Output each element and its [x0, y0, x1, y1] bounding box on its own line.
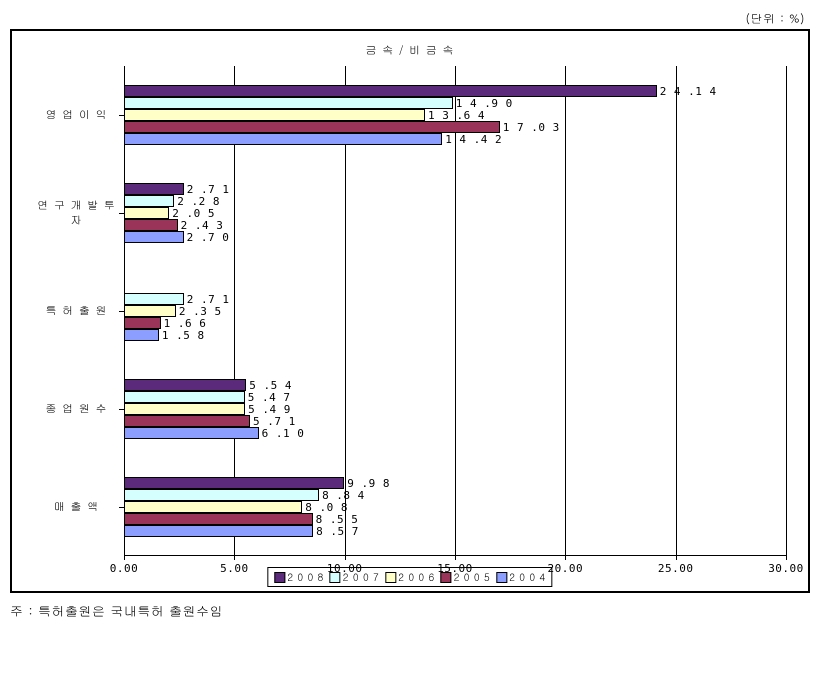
bar: 2 .0 5: [124, 207, 169, 219]
bar: 8 .0 8: [124, 501, 302, 513]
bar: 5 .5 4: [124, 379, 246, 391]
legend-item: 2 0 0 5: [441, 570, 490, 584]
bar: 8 .5 5: [124, 513, 313, 525]
bar: 9 .9 8: [124, 477, 344, 489]
legend-swatch: [441, 572, 452, 583]
footnote: 주 : 특허출원은 국내특허 출원수임: [10, 601, 810, 620]
bar-value-label: 2 .7 0: [183, 231, 230, 244]
bar: 5 .4 9: [124, 403, 245, 415]
bar-value-label: 1 7 .0 3: [499, 121, 560, 134]
legend-swatch: [496, 572, 507, 583]
category-label: 영 업 이 익: [34, 108, 124, 123]
legend-label: 2 0 0 6: [398, 570, 434, 584]
x-tick-label: 25.00: [658, 556, 694, 575]
chart-title: 금 속 / 비 금 속: [34, 43, 786, 58]
legend-item: 2 0 0 7: [330, 570, 379, 584]
legend-label: 2 0 0 4: [509, 570, 545, 584]
bar: 1 3 .6 4: [124, 109, 425, 121]
bar: 5 .4 7: [124, 391, 245, 403]
bar: 1 .5 8: [124, 329, 159, 341]
category-group: 특 허 출 원2 .7 12 .3 51 .6 61 .5 8: [124, 281, 786, 341]
bar: 1 .6 6: [124, 317, 161, 329]
bar: 8 .5 7: [124, 525, 313, 537]
category-label: 매 출 액: [34, 500, 124, 515]
legend-label: 2 0 0 8: [287, 570, 323, 584]
bar: 1 4 .4 2: [124, 133, 442, 145]
plot-area: 0.005.0010.0015.0020.0025.0030.00영 업 이 익…: [124, 66, 786, 556]
legend-swatch: [274, 572, 285, 583]
legend-label: 2 0 0 5: [454, 570, 490, 584]
category-group: 종 업 원 수5 .5 45 .4 75 .4 95 .7 16 .1 0: [124, 379, 786, 439]
chart-border: 금 속 / 비 금 속 0.005.0010.0015.0020.0025.00…: [10, 29, 810, 593]
bar-value-label: 8 .5 7: [312, 525, 359, 538]
category-group: 연 구 개 발 투 자2 .7 12 .2 82 .0 52 .4 32 .7 …: [124, 183, 786, 243]
bar: 5 .7 1: [124, 415, 250, 427]
legend-item: 2 0 0 4: [496, 570, 545, 584]
bar: 2 .7 0: [124, 231, 184, 243]
x-tick-label: 0.00: [110, 556, 139, 575]
category-label: 특 허 출 원: [34, 304, 124, 319]
bar: 1 7 .0 3: [124, 121, 500, 133]
grid-line: [786, 66, 787, 556]
bar-value-label: 1 4 .4 2: [441, 133, 502, 146]
unit-label: (단위 : %): [10, 10, 810, 27]
bar: 2 .7 1: [124, 293, 184, 305]
legend-item: 2 0 0 6: [385, 570, 434, 584]
category-group: 영 업 이 익2 4 .1 41 4 .9 01 3 .6 41 7 .0 31…: [124, 85, 786, 145]
x-tick-label: 20.00: [548, 556, 584, 575]
bar-value-label: 1 .5 8: [158, 329, 205, 342]
bar-value-label: 6 .1 0: [258, 427, 305, 440]
x-tick-label: 5.00: [220, 556, 249, 575]
bar: 2 .2 8: [124, 195, 174, 207]
legend-label: 2 0 0 7: [343, 570, 379, 584]
bar: 8 .8 4: [124, 489, 319, 501]
legend-swatch: [385, 572, 396, 583]
x-tick-label: 30.00: [768, 556, 804, 575]
bar: 2 .4 3: [124, 219, 178, 231]
bar: 2 4 .1 4: [124, 85, 657, 97]
legend-item: 2 0 0 8: [274, 570, 323, 584]
category-label: 종 업 원 수: [34, 402, 124, 417]
chart-wrapper: (단위 : %) 금 속 / 비 금 속 0.005.0010.0015.002…: [10, 10, 810, 620]
bar: 2 .3 5: [124, 305, 176, 317]
bar: 2 .7 1: [124, 183, 184, 195]
bar: 1 4 .9 0: [124, 97, 453, 109]
bar-value-label: 2 4 .1 4: [656, 85, 717, 98]
category-label: 연 구 개 발 투 자: [34, 198, 124, 228]
legend: 2 0 0 8 2 0 0 7 2 0 0 6 2 0 0 5 2 0 0 4: [267, 567, 552, 587]
category-group: 매 출 액9 .9 88 .8 48 .0 88 .5 58 .5 7: [124, 477, 786, 537]
legend-swatch: [330, 572, 341, 583]
bar: 6 .1 0: [124, 427, 259, 439]
